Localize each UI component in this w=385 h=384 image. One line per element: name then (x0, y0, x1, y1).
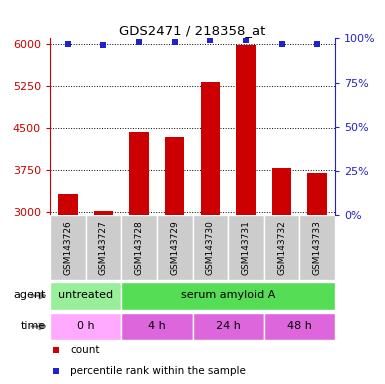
Bar (50, 215, 85, 280)
Text: GSM143726: GSM143726 (64, 220, 72, 275)
Text: untreated: untreated (58, 290, 113, 300)
Bar (121, 282, 335, 310)
Text: count: count (70, 345, 99, 355)
Point (53, 347, 59, 353)
Point (53, 367, 59, 374)
Text: GSM143729: GSM143729 (170, 220, 179, 275)
Text: percentile rank within the sample: percentile rank within the sample (70, 366, 246, 376)
Text: GSM143731: GSM143731 (241, 220, 250, 275)
Bar (121, 215, 157, 280)
Text: GSM143728: GSM143728 (135, 220, 144, 275)
Text: time: time (21, 321, 46, 331)
Text: 4 h: 4 h (148, 321, 166, 331)
Text: agent: agent (14, 290, 46, 300)
Bar (165, 137, 184, 381)
Bar (307, 173, 327, 381)
Point (243, 37, 249, 43)
Text: serum amyloid A: serum amyloid A (181, 290, 275, 300)
Bar (50, 282, 121, 310)
Bar (94, 210, 113, 381)
Text: 24 h: 24 h (216, 321, 241, 331)
Bar (264, 215, 300, 280)
Text: 0 h: 0 h (77, 321, 94, 331)
Bar (85, 215, 121, 280)
Point (100, 42, 107, 48)
Bar (157, 215, 192, 280)
Point (136, 39, 142, 45)
Text: GSM143727: GSM143727 (99, 220, 108, 275)
Bar (192, 215, 228, 280)
Bar (272, 169, 291, 381)
Bar (228, 215, 264, 280)
Point (172, 39, 178, 45)
Bar (192, 313, 264, 340)
Point (278, 41, 285, 47)
Bar (300, 215, 335, 280)
Point (207, 37, 213, 43)
Point (65, 41, 71, 47)
Bar (201, 81, 220, 381)
Bar (50, 313, 121, 340)
Bar (58, 194, 78, 381)
Point (314, 41, 320, 47)
Bar (264, 313, 335, 340)
Text: GSM143732: GSM143732 (277, 220, 286, 275)
Text: GSM143733: GSM143733 (313, 220, 321, 275)
Title: GDS2471 / 218358_at: GDS2471 / 218358_at (119, 24, 266, 37)
Bar (236, 45, 256, 381)
Bar (121, 313, 192, 340)
Bar (129, 132, 149, 381)
Text: 48 h: 48 h (287, 321, 312, 331)
Text: GSM143730: GSM143730 (206, 220, 215, 275)
